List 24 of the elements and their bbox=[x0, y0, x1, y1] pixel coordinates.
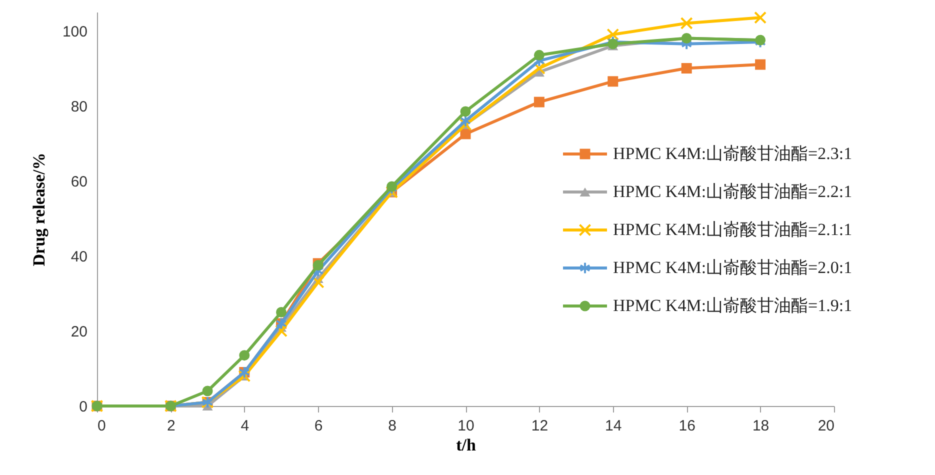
x-tick-label: 6 bbox=[314, 418, 323, 434]
x-tick-label: 16 bbox=[678, 418, 696, 434]
x-tick-label: 0 bbox=[98, 418, 106, 434]
y-tick-label: 60 bbox=[70, 173, 88, 190]
legend-label: HPMC K4M:山嵛酸甘油酯=2.1:1 bbox=[613, 220, 852, 239]
y-tick-label: 40 bbox=[70, 248, 88, 266]
x-tick-label: 12 bbox=[531, 418, 548, 434]
y-tick-label: 0 bbox=[79, 398, 88, 416]
y-tick-label: 100 bbox=[62, 23, 88, 40]
legend-label: HPMC K4M:山嵛酸甘油酯=2.0:1 bbox=[613, 258, 852, 277]
y-tick-label: 20 bbox=[70, 323, 88, 340]
x-tick-label: 20 bbox=[818, 418, 834, 434]
legend-label: HPMC K4M:山嵛酸甘油酯=2.3:1 bbox=[613, 144, 852, 163]
x-tick-label: 14 bbox=[605, 418, 622, 434]
x-tick-label: 2 bbox=[167, 418, 176, 434]
x-tick-label: 18 bbox=[752, 418, 770, 434]
y-tick-label: 80 bbox=[70, 98, 88, 116]
x-axis-title: t/h bbox=[456, 436, 476, 454]
x-tick-label: 4 bbox=[240, 418, 250, 434]
x-tick-label: 8 bbox=[388, 418, 396, 434]
legend-label: HPMC K4M:山嵛酸甘油酯=2.2:1 bbox=[613, 182, 852, 201]
x-tick-label: 10 bbox=[458, 418, 474, 434]
legend-label: HPMC K4M:山嵛酸甘油酯=1.9:1 bbox=[613, 296, 852, 315]
y-axis-title: Drug release/% bbox=[29, 152, 48, 266]
